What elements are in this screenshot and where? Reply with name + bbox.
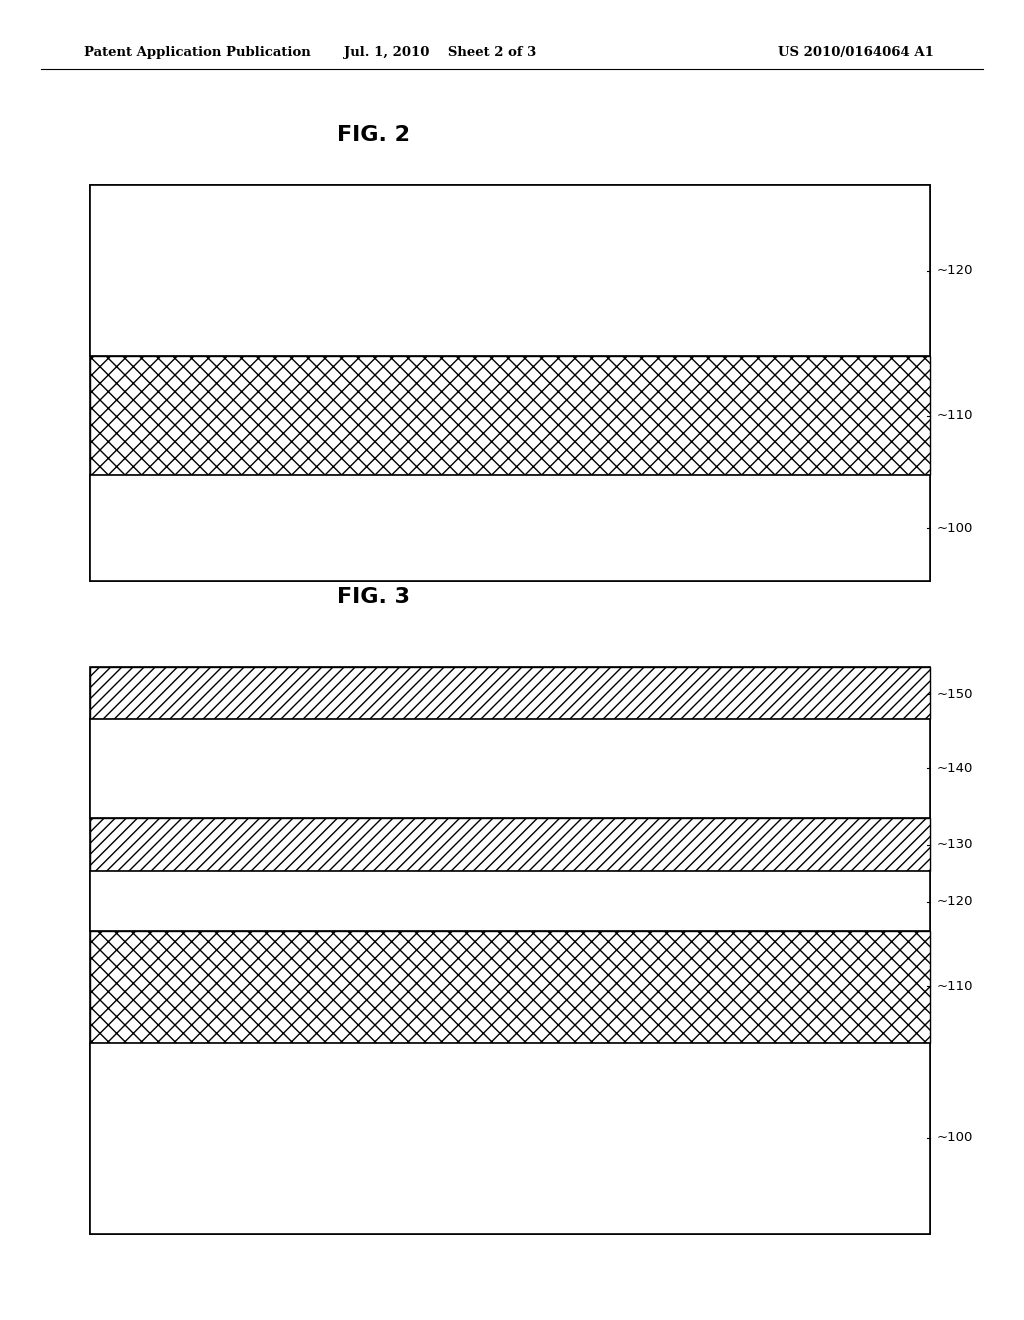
Bar bbox=[90, 818, 930, 871]
Text: FIG. 2: FIG. 2 bbox=[337, 124, 411, 145]
Bar bbox=[90, 356, 930, 475]
Text: ~140: ~140 bbox=[937, 762, 974, 775]
Bar bbox=[90, 871, 930, 931]
Text: ~110: ~110 bbox=[937, 409, 974, 422]
Bar bbox=[90, 667, 930, 1234]
Text: Jul. 1, 2010    Sheet 2 of 3: Jul. 1, 2010 Sheet 2 of 3 bbox=[344, 46, 537, 59]
Text: ~120: ~120 bbox=[937, 264, 974, 277]
Bar bbox=[90, 1043, 930, 1234]
Bar bbox=[90, 719, 930, 818]
Bar bbox=[90, 931, 930, 1043]
Text: Patent Application Publication: Patent Application Publication bbox=[84, 46, 310, 59]
Text: ~130: ~130 bbox=[937, 838, 974, 851]
Bar bbox=[90, 185, 930, 581]
Text: ~100: ~100 bbox=[937, 521, 974, 535]
Bar bbox=[90, 475, 930, 581]
Text: FIG. 3: FIG. 3 bbox=[337, 586, 411, 607]
Bar bbox=[90, 667, 930, 719]
Text: ~110: ~110 bbox=[937, 979, 974, 993]
Text: ~120: ~120 bbox=[937, 895, 974, 908]
Text: ~100: ~100 bbox=[937, 1131, 974, 1144]
Bar bbox=[90, 185, 930, 356]
Text: ~150: ~150 bbox=[937, 688, 974, 701]
Text: US 2010/0164064 A1: US 2010/0164064 A1 bbox=[778, 46, 934, 59]
